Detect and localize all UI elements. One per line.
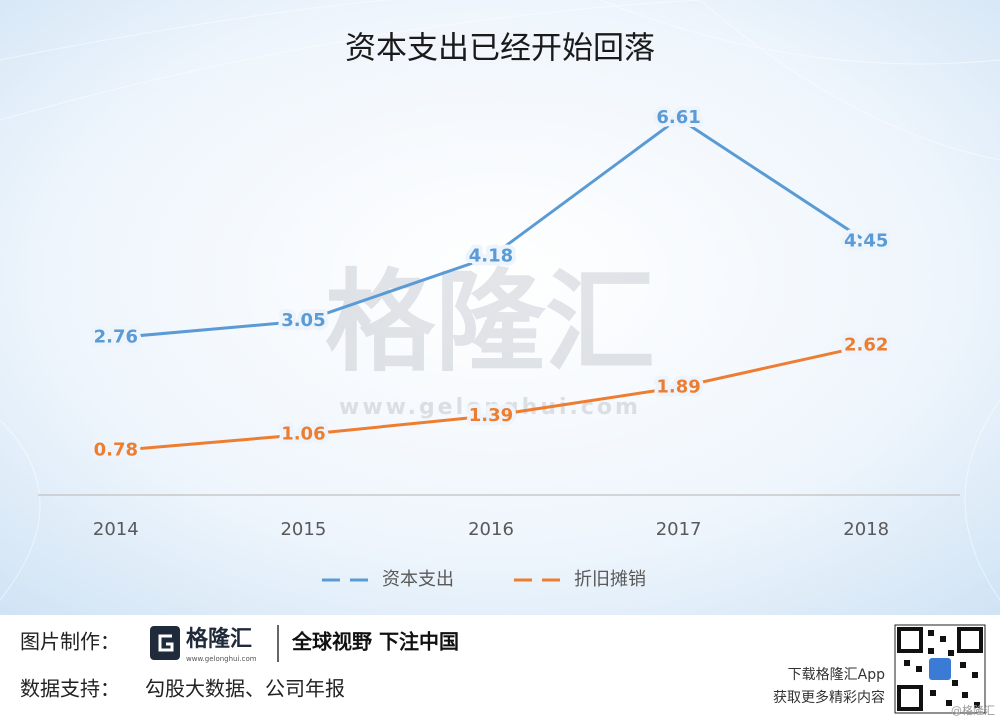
credit: @格隆汇 (951, 703, 995, 717)
data-label: 2.62 (844, 335, 888, 356)
data-label: 2.76 (94, 327, 138, 348)
data-label: 1.89 (656, 376, 700, 397)
legend-label: 折旧摊销 (574, 569, 646, 590)
legend-label: 资本支出 (382, 569, 454, 590)
footer-label: 图片制作： (20, 630, 120, 654)
logo-icon (150, 626, 180, 660)
data-source: 勾股大数据、公司年报 (145, 677, 345, 701)
data-label: 4.45 (844, 230, 888, 251)
data-label: 3.05 (281, 310, 325, 331)
data-label: 1.39 (469, 405, 513, 426)
x-tick-label: 2016 (468, 519, 514, 540)
chart-title: 资本支出已经开始回落 (345, 31, 655, 67)
app-promo: 获取更多精彩内容 (773, 689, 885, 706)
x-tick-label: 2018 (843, 519, 889, 540)
slogan: 全球视野 下注中国 (291, 630, 459, 654)
x-tick-label: 2014 (93, 519, 139, 540)
logo-url: www.gelonghui.com (186, 655, 257, 663)
chart-background (0, 0, 1000, 615)
logo-text: 格隆汇 (186, 626, 252, 652)
app-promo: 下载格隆汇App (788, 667, 885, 683)
data-label: 1.06 (281, 424, 325, 445)
footer-label: 数据支持： (20, 677, 120, 701)
data-label: 6.61 (656, 107, 700, 128)
logo-glyph (158, 634, 174, 652)
series-line (115, 344, 867, 453)
series-line (115, 116, 868, 340)
data-label: 4.18 (469, 246, 513, 267)
data-label: 0.78 (94, 440, 138, 461)
watermark: 格隆汇 (325, 258, 655, 386)
x-tick-label: 2015 (280, 519, 326, 540)
x-tick-label: 2017 (656, 519, 702, 540)
qr-code (894, 624, 986, 714)
background-lines (0, 0, 1000, 600)
